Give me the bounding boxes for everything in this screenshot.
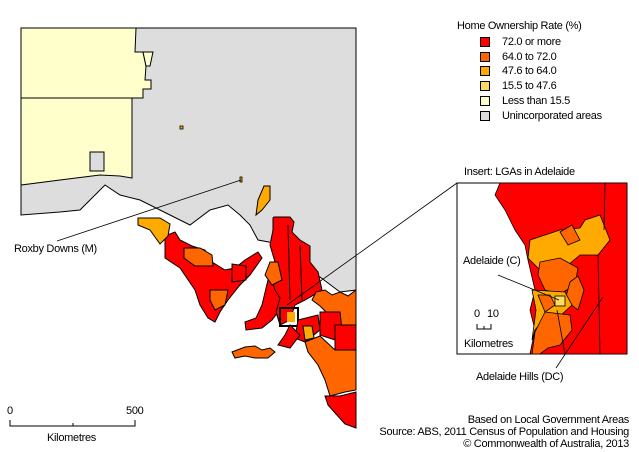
inset-title: Insert: LGAs in Adelaide	[464, 166, 575, 178]
riverland-orange	[311, 289, 357, 331]
inset-leader-top	[286, 182, 458, 306]
legend-item: 64.0 to 72.0	[480, 50, 557, 64]
legend-label: 47.6 to 64.0	[502, 65, 557, 77]
footer-source: Source: ABS, 2011 Census of Population a…	[379, 426, 629, 438]
legend-swatch	[480, 81, 490, 91]
legend-item: Less than 15.5	[480, 94, 570, 108]
adelaide-c-leader	[497, 274, 560, 301]
roxby-downs-leader	[56, 179, 242, 242]
adelaide-inset	[456, 182, 628, 369]
scale-max: 500	[126, 405, 144, 417]
grey-enclave	[89, 151, 105, 172]
scale-unit: Kilometres	[47, 432, 96, 444]
legend-swatch	[480, 96, 490, 106]
inset-scale-max: 10	[487, 308, 499, 320]
limestone-coast-red	[324, 391, 357, 429]
legend-swatch	[480, 66, 490, 76]
main-scale-bar	[9, 420, 136, 427]
lga-nw-south	[20, 97, 133, 186]
legend-item: 15.5 to 47.6	[480, 79, 557, 93]
legend-item: 47.6 to 64.0	[480, 64, 557, 78]
legend-swatch	[480, 52, 490, 62]
adelaide-city	[554, 295, 566, 307]
legend-swatch	[480, 37, 490, 47]
legend-label: 15.5 to 47.6	[502, 80, 557, 92]
legend-label: Less than 15.5	[502, 95, 570, 107]
legend-label: 64.0 to 72.0	[502, 51, 557, 63]
southeast-orange	[304, 335, 357, 397]
label-adelaide-c: Adelaide (C)	[463, 255, 521, 267]
adelaide-hills-leader	[555, 296, 604, 369]
label-roxby-downs: Roxby Downs (M)	[14, 243, 97, 255]
inset-scale-unit: Kilometres	[464, 338, 513, 350]
legend-item: 72.0 or more	[480, 35, 561, 49]
scale-zero: 0	[7, 405, 13, 417]
legend-item: Unincorporated areas	[480, 109, 602, 123]
legend-label: 72.0 or more	[502, 36, 561, 48]
lga-nw-north	[20, 27, 152, 99]
legend-label: Unincorporated areas	[502, 110, 602, 122]
legend-title: Home Ownership Rate (%)	[457, 20, 582, 32]
kangaroo-island	[231, 345, 276, 359]
footer-basis: Based on Local Government Areas	[467, 414, 630, 426]
eyre-peninsula	[164, 231, 263, 323]
legend-swatch	[480, 111, 490, 121]
inset-scale-zero: 0	[474, 308, 480, 320]
footer-copyright: © Commonwealth of Australia, 2013	[463, 438, 629, 450]
label-adelaide-hills: Adelaide Hills (DC)	[476, 371, 564, 383]
